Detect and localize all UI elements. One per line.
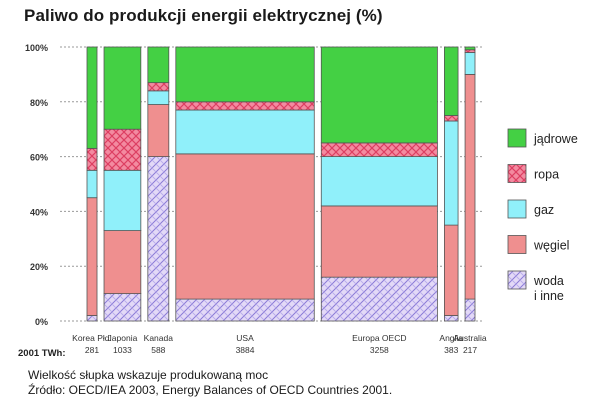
x-category-label: Australia — [453, 333, 486, 343]
bar-segment-ropa — [444, 115, 459, 122]
legend-label-wegiel: węgiel — [533, 239, 569, 253]
legend-label-jadrowe: jądrowe — [533, 132, 578, 146]
x-twh-label: 281 — [85, 345, 99, 355]
bar-segment-jadrowe — [444, 46, 459, 116]
bar-segment-wegiel — [103, 230, 142, 295]
x-category-label: USA — [236, 333, 254, 343]
y-tick-label: 60% — [30, 153, 48, 163]
x-twh-label: 3884 — [236, 345, 255, 355]
legend-label-woda: woda — [533, 274, 564, 288]
bar-segment-jadrowe — [103, 46, 142, 130]
bar-segment-wegiel — [444, 224, 459, 316]
bar-segment-woda — [86, 315, 98, 322]
bar-segment-woda — [320, 276, 438, 322]
bar-segment-woda — [464, 298, 476, 322]
legend-swatch-woda — [507, 270, 527, 290]
legend-swatch-jadrowe — [507, 128, 527, 148]
y-tick-label: 20% — [30, 262, 48, 272]
x-twh-label: 217 — [463, 345, 477, 355]
bar-segment-gaz — [103, 169, 142, 231]
bar-segment-wegiel — [175, 153, 315, 300]
bar-segment-ropa — [320, 142, 438, 157]
y-tick-label: 100% — [25, 43, 48, 53]
legend-label-woda: i inne — [534, 289, 564, 303]
bar-segment-gaz — [444, 120, 459, 226]
bar-segment-woda — [147, 156, 170, 322]
bar-segment-gaz — [86, 169, 98, 199]
legend-swatch-ropa — [507, 164, 527, 183]
bar-segment-woda — [444, 315, 459, 322]
legend-swatch-wegiel — [507, 235, 527, 254]
bar-segment-gaz — [464, 52, 476, 75]
y-tick-label: 80% — [30, 98, 48, 108]
x-twh-label: 1033 — [113, 345, 132, 355]
bar-segment-wegiel — [147, 104, 170, 158]
bar-segment-ropa — [175, 101, 315, 111]
chart-title: Paliwo do produkcji energii elektrycznej… — [24, 6, 383, 25]
y-tick-label: 0% — [35, 317, 48, 327]
x-category-label: Korea Płd. — [72, 333, 112, 343]
bar-segment-jadrowe — [320, 46, 438, 144]
x-category-label: Anglia — [439, 333, 463, 343]
bar-segment-jadrowe — [464, 46, 476, 51]
chart-notes: Wielkość słupka wskazuje produkowaną moc… — [28, 368, 392, 398]
bar-segment-ropa — [464, 49, 476, 53]
bar-segment-ropa — [86, 147, 98, 171]
width-axis-label: 2001 TWh: — [18, 348, 66, 359]
bar-segment-gaz — [320, 156, 438, 207]
x-twh-label: 383 — [444, 345, 458, 355]
bar-segment-wegiel — [86, 197, 98, 316]
x-category-label: Europa OECD — [352, 333, 406, 343]
legend-label-gaz: gaz — [534, 203, 554, 217]
x-category-label: Japonia — [108, 333, 138, 343]
bar-segment-woda — [103, 293, 142, 322]
size-note: Wielkość słupka wskazuje produkowaną moc — [28, 368, 269, 382]
y-tick-label: 40% — [30, 207, 48, 217]
legend-label-ropa: ropa — [534, 168, 559, 182]
bar-segment-jadrowe — [147, 46, 170, 84]
legend-swatch-gaz — [507, 199, 527, 219]
bar-segment-jadrowe — [86, 46, 98, 149]
bar-segment-woda — [175, 298, 315, 322]
source-note: Źródło: OECD/IEA 2003, Energy Balances o… — [28, 383, 393, 397]
x-twh-label: 3258 — [370, 345, 389, 355]
bar-segment-jadrowe — [175, 46, 315, 103]
bar-segment-wegiel — [320, 205, 438, 278]
bar-segment-ropa — [147, 82, 170, 92]
bar-segment-ropa — [103, 128, 142, 171]
bar-segment-gaz — [175, 109, 315, 155]
x-twh-label: 588 — [151, 345, 165, 355]
bar-segment-gaz — [147, 90, 170, 105]
bar-segment-wegiel — [464, 74, 476, 300]
x-category-label: Kanada — [144, 333, 174, 343]
